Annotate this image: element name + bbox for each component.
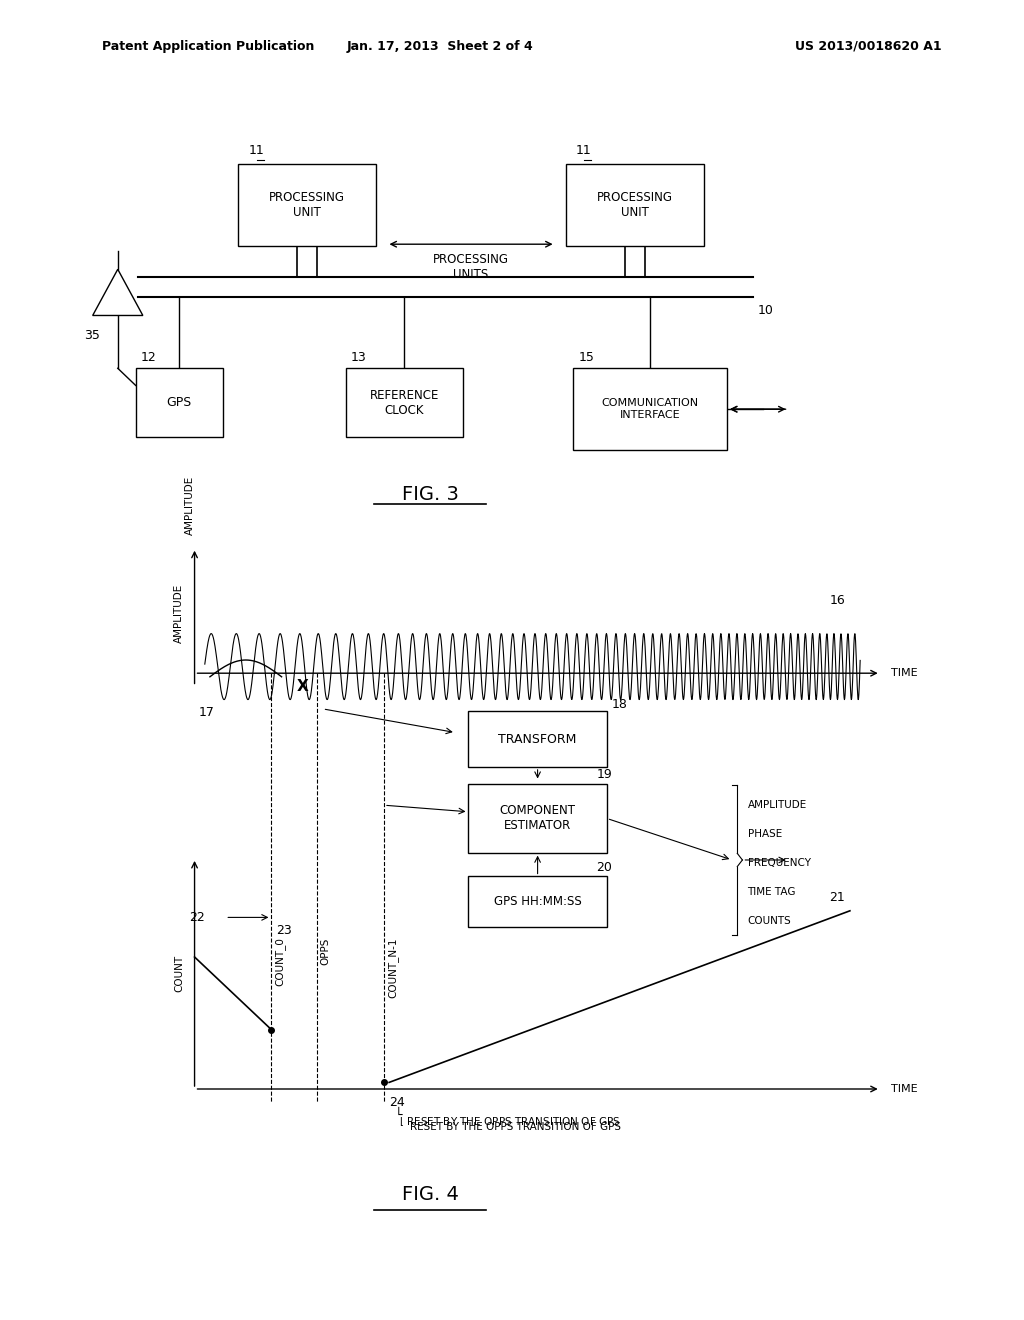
Text: FREQUENCY: FREQUENCY <box>748 858 811 869</box>
Text: 10: 10 <box>758 304 774 317</box>
Text: 23: 23 <box>276 924 292 937</box>
Text: US 2013/0018620 A1: US 2013/0018620 A1 <box>796 40 942 53</box>
Text: 19: 19 <box>596 768 612 781</box>
Text: 24: 24 <box>389 1096 404 1109</box>
Text: TIME: TIME <box>891 1084 918 1094</box>
Text: PROCESSING
UNITS: PROCESSING UNITS <box>433 253 509 281</box>
FancyBboxPatch shape <box>469 876 606 927</box>
Text: COMPONENT
ESTIMATOR: COMPONENT ESTIMATOR <box>500 804 575 833</box>
Text: 13: 13 <box>350 351 367 364</box>
Text: 22: 22 <box>189 911 205 924</box>
Text: 18: 18 <box>612 698 628 711</box>
FancyBboxPatch shape <box>469 784 606 853</box>
Text: 17: 17 <box>199 706 215 719</box>
Text: COUNT_0: COUNT_0 <box>274 937 286 986</box>
Text: COMMUNICATION
INTERFACE: COMMUNICATION INTERFACE <box>602 399 698 420</box>
Text: AMPLITUDE: AMPLITUDE <box>748 800 807 810</box>
Text: PROCESSING
UNIT: PROCESSING UNIT <box>269 190 345 219</box>
Text: AMPLITUDE: AMPLITUDE <box>184 475 195 535</box>
Text: $\lfloor$ RESET BY THE OPPS TRANSITION OF GPS: $\lfloor$ RESET BY THE OPPS TRANSITION O… <box>399 1115 621 1129</box>
Polygon shape <box>92 269 143 315</box>
Text: GPS: GPS <box>167 396 191 409</box>
Text: 20: 20 <box>596 861 612 874</box>
Text: 15: 15 <box>579 351 595 364</box>
Text: TIME: TIME <box>891 668 918 678</box>
Text: FIG. 3: FIG. 3 <box>401 486 459 504</box>
Text: X: X <box>296 678 308 694</box>
Text: 11: 11 <box>248 144 264 157</box>
Text: RESET BY THE OPPS TRANSITION OF GPS: RESET BY THE OPPS TRANSITION OF GPS <box>410 1122 621 1133</box>
FancyBboxPatch shape <box>135 368 222 437</box>
Text: AMPLITUDE: AMPLITUDE <box>174 585 184 643</box>
FancyBboxPatch shape <box>573 368 727 450</box>
FancyBboxPatch shape <box>346 368 463 437</box>
FancyBboxPatch shape <box>238 164 377 246</box>
Text: TIME TAG: TIME TAG <box>748 887 796 898</box>
Text: REFERENCE
CLOCK: REFERENCE CLOCK <box>370 388 439 417</box>
Text: COUNT_N-1: COUNT_N-1 <box>387 937 398 998</box>
Text: PROCESSING
UNIT: PROCESSING UNIT <box>597 190 673 219</box>
Text: Jan. 17, 2013  Sheet 2 of 4: Jan. 17, 2013 Sheet 2 of 4 <box>347 40 534 53</box>
Text: Patent Application Publication: Patent Application Publication <box>102 40 314 53</box>
Text: FIG. 4: FIG. 4 <box>401 1185 459 1204</box>
Text: 35: 35 <box>84 329 100 342</box>
Text: └: └ <box>394 1109 401 1122</box>
Text: PHASE: PHASE <box>748 829 781 840</box>
Text: 11: 11 <box>575 144 592 157</box>
Text: 16: 16 <box>829 594 845 607</box>
Text: OPPS: OPPS <box>321 937 331 965</box>
Text: TRANSFORM: TRANSFORM <box>499 733 577 746</box>
Text: 21: 21 <box>829 891 845 904</box>
Text: COUNT: COUNT <box>174 954 184 993</box>
FancyBboxPatch shape <box>469 711 606 767</box>
FancyBboxPatch shape <box>565 164 705 246</box>
Text: COUNTS: COUNTS <box>748 916 792 927</box>
Text: GPS HH:MM:SS: GPS HH:MM:SS <box>494 895 582 908</box>
Text: 12: 12 <box>140 351 157 364</box>
